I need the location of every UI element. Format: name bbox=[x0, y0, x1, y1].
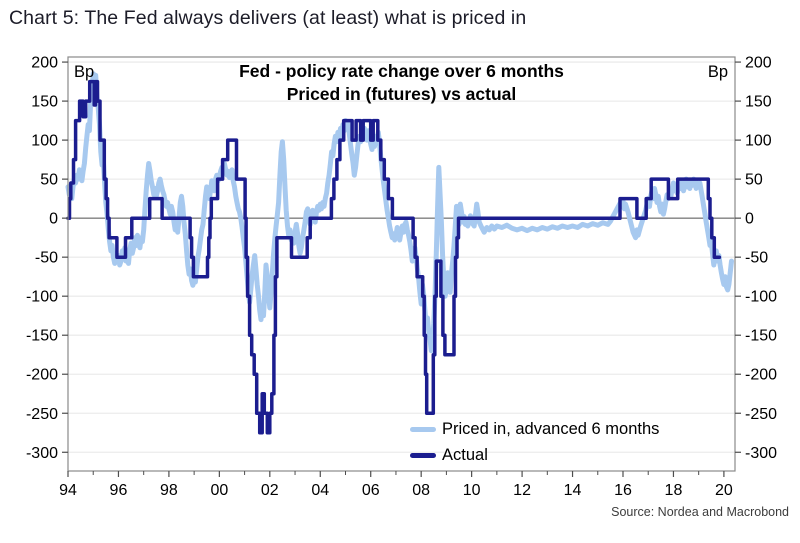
x-tick-label: 04 bbox=[311, 482, 329, 499]
x-tick-label: 14 bbox=[564, 482, 582, 499]
y-tick-label-right: 50 bbox=[745, 172, 763, 189]
series-line-actual bbox=[66, 79, 722, 435]
y-tick-label-left: -50 bbox=[35, 250, 58, 267]
y-tick-label-right: -300 bbox=[745, 445, 777, 462]
y-unit-label-left: Bp bbox=[74, 63, 95, 81]
x-tick-label: 98 bbox=[160, 482, 178, 499]
y-tick-label-right: 100 bbox=[745, 133, 772, 150]
y-tick-label-left: -100 bbox=[26, 289, 58, 306]
x-tick-label: 18 bbox=[665, 482, 683, 499]
y-tick-label-left: -300 bbox=[26, 445, 58, 462]
priced-in-label: Priced in, advanced 6 months bbox=[442, 419, 660, 438]
x-tick-label: 08 bbox=[412, 482, 430, 499]
plot-frame bbox=[67, 56, 736, 472]
x-tick-label: 16 bbox=[614, 482, 632, 499]
x-tick-label: 94 bbox=[59, 482, 77, 499]
y-tick-label-right: -100 bbox=[745, 289, 777, 306]
actual-label: Actual bbox=[442, 445, 488, 464]
y-tick-label-left: 50 bbox=[40, 172, 58, 189]
y-tick-label-left: -200 bbox=[26, 367, 58, 384]
y-tick-label-right: 150 bbox=[745, 94, 772, 111]
y-tick-label-left: 0 bbox=[49, 211, 58, 228]
y-tick-label-right: 0 bbox=[745, 211, 754, 228]
y-tick-label-right: -200 bbox=[745, 367, 777, 384]
actual-swatch bbox=[410, 452, 436, 458]
x-tick-label: 00 bbox=[210, 482, 228, 499]
priced-in-swatch bbox=[410, 426, 436, 432]
y-tick-label-left: 150 bbox=[31, 94, 58, 111]
legend-item-actual: Actual bbox=[410, 442, 659, 468]
plot-title: Fed - policy rate change over 6 months P… bbox=[68, 60, 735, 106]
y-tick-label-left: 100 bbox=[31, 133, 58, 150]
x-tick-label: 02 bbox=[261, 482, 279, 499]
y-unit-label-right: Bp bbox=[707, 63, 728, 81]
legend: Priced in, advanced 6 months Actual bbox=[410, 416, 659, 468]
y-tick-label-right: -150 bbox=[745, 328, 777, 345]
legend-item-priced-in: Priced in, advanced 6 months bbox=[410, 416, 659, 442]
series-line-priced-in bbox=[65, 71, 734, 354]
y-tick-label-left: 200 bbox=[31, 55, 58, 72]
plot-title-line1: Fed - policy rate change over 6 months bbox=[239, 61, 564, 81]
x-tick-label: 20 bbox=[715, 482, 733, 499]
y-tick-label-right: -50 bbox=[745, 250, 768, 267]
source-note: Source: Nordea and Macrobond bbox=[611, 505, 789, 519]
y-tick-label-right: -250 bbox=[745, 406, 777, 423]
y-tick-label-left: -150 bbox=[26, 328, 58, 345]
x-tick-label: 96 bbox=[110, 482, 128, 499]
page-title: Chart 5: The Fed always delivers (at lea… bbox=[9, 7, 527, 29]
x-tick-label: 12 bbox=[513, 482, 531, 499]
plot-title-line2: Priced in (futures) vs actual bbox=[286, 84, 517, 104]
y-tick-label-left: -250 bbox=[26, 406, 58, 423]
x-tick-label: 06 bbox=[362, 482, 380, 499]
x-tick-label: 10 bbox=[463, 482, 481, 499]
y-tick-label-right: 200 bbox=[745, 55, 772, 72]
